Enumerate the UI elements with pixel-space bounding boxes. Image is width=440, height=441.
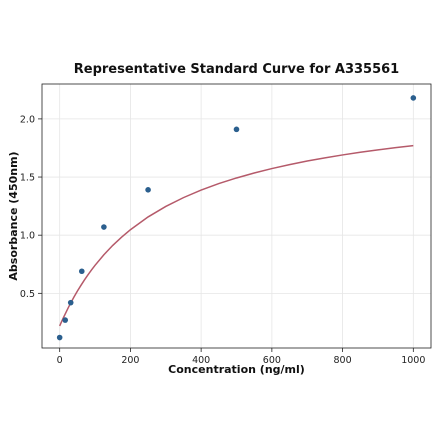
x-tick-label: 1000 [401, 355, 425, 366]
axis-ticks-layer: 0 200 400 600 800 1000 0.5 1.0 1.5 2.0 [20, 114, 426, 366]
y-tick-label: 1.5 [20, 173, 35, 184]
data-point [62, 317, 69, 323]
x-tick-label: 0 [57, 355, 63, 366]
data-point [56, 334, 63, 341]
data-point [233, 126, 240, 133]
data-point [410, 95, 417, 101]
x-tick-label: 800 [334, 355, 352, 366]
x-axis-label: Concentration (ng/ml) [168, 363, 305, 376]
grid-layer [42, 84, 431, 348]
data-point [67, 299, 74, 306]
data-point [101, 224, 107, 230]
x-tick-label: 200 [121, 355, 139, 366]
x-tick-label: 600 [263, 355, 281, 366]
y-axis-label: Absorbance (450nm) [7, 151, 20, 280]
y-tick-label: 1.0 [20, 231, 35, 242]
x-tick-label: 400 [192, 355, 210, 366]
fit-curve-line [58, 144, 414, 327]
data-point [78, 268, 85, 275]
y-tick-label: 2.0 [20, 114, 35, 125]
data-point [145, 187, 151, 193]
fit-curve-layer [58, 144, 414, 327]
chart-title: Representative Standard Curve for A33556… [74, 62, 399, 77]
data-points-layer [56, 95, 417, 341]
y-tick-label: 0.5 [20, 289, 35, 300]
plot-frame [41, 83, 432, 349]
